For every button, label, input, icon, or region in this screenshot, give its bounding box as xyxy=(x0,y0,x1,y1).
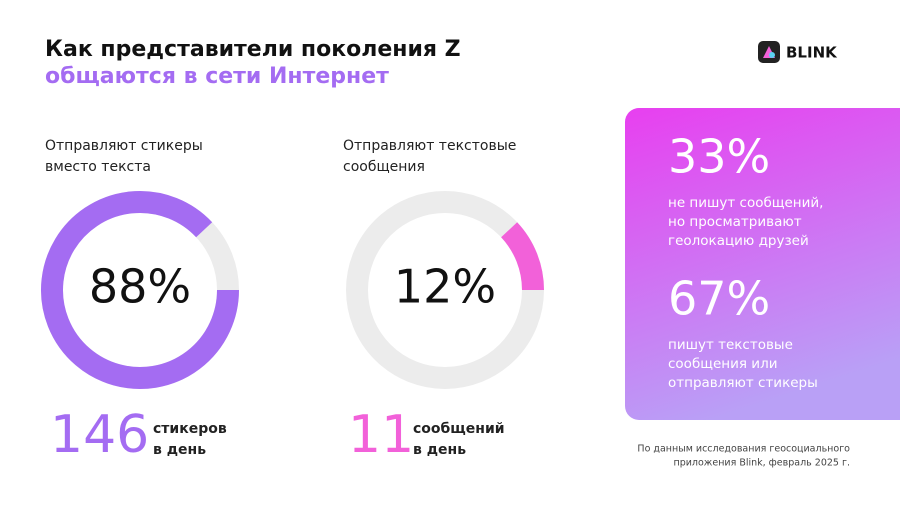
title-line: Как представители поколения Z xyxy=(45,37,461,62)
panel-number: 67% xyxy=(668,272,770,326)
chart-title: Отправляют стикеры xyxy=(45,138,203,154)
panel-text: отправляют стикеры xyxy=(668,375,818,391)
stats-panel xyxy=(625,108,900,420)
value-label: 12% xyxy=(394,260,496,314)
panel-number: 33% xyxy=(668,130,770,184)
stat-number: 146 xyxy=(50,405,149,465)
footnote: приложения Blink, февраль 2025 г. xyxy=(674,458,851,469)
value-label: 88% xyxy=(89,260,191,314)
chart-title: вместо текста xyxy=(45,159,151,175)
donut-segment xyxy=(500,222,544,291)
donut-segment xyxy=(41,191,239,389)
stat-text: в день xyxy=(413,442,466,458)
panel-text: сообщения или xyxy=(668,356,777,372)
title-line: общаются в сети Интернет xyxy=(45,64,389,89)
panel-text: не пишут сообщений, xyxy=(668,195,823,211)
brand-logo: BLINK xyxy=(758,41,838,63)
stat-number: 11 xyxy=(348,405,414,465)
stat-text: в день xyxy=(153,442,206,458)
stat-text: стикеров xyxy=(153,421,227,437)
panel-text: но просматривают xyxy=(668,214,802,230)
footnote: По данным исследования геосоциального xyxy=(637,444,850,455)
brand-name: BLINK xyxy=(786,44,838,62)
chart-title: Отправляют текстовые xyxy=(343,138,516,154)
panel-text: пишут текстовые xyxy=(668,337,793,353)
stat-text: сообщений xyxy=(413,421,505,437)
chart-title: сообщения xyxy=(343,159,425,175)
panel-text: геолокацию друзей xyxy=(668,233,809,249)
